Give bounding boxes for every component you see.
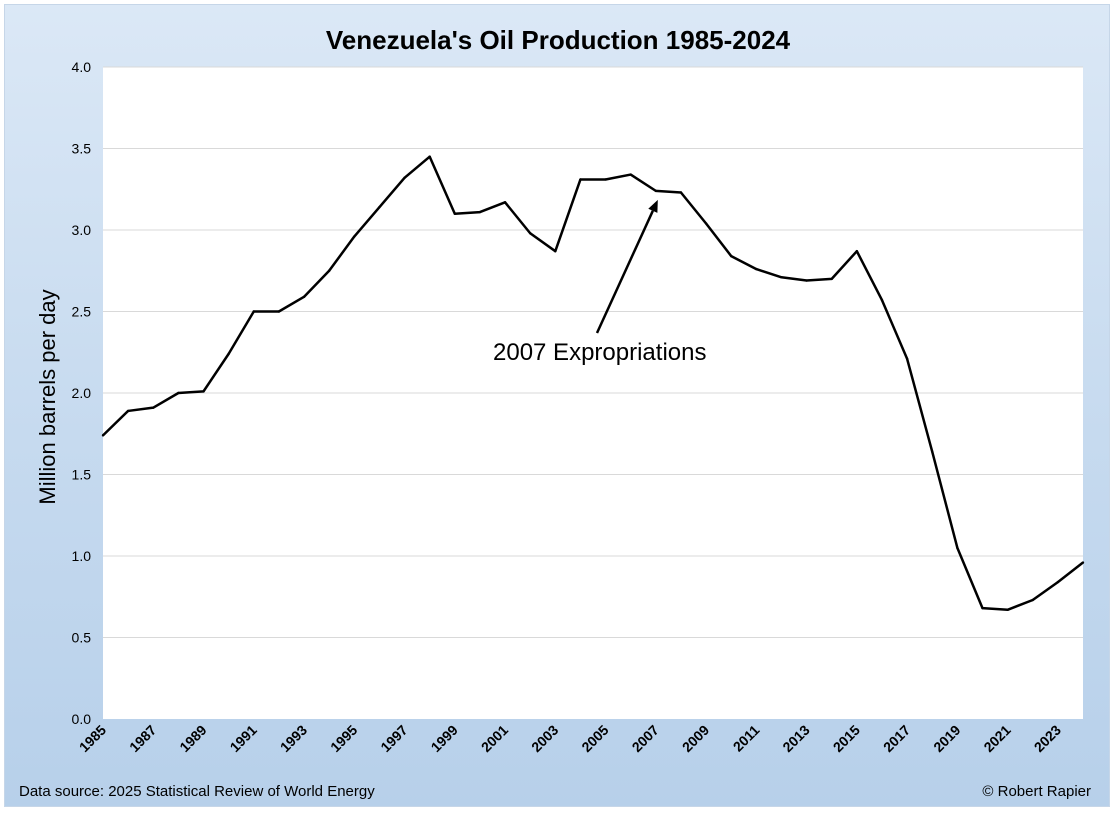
data-point (177, 391, 180, 395)
data-point (755, 267, 758, 271)
x-tick-label: 1989 (176, 722, 209, 755)
data-point (880, 298, 884, 302)
x-tick-label: 2019 (930, 722, 963, 755)
y-tick-label: 0.0 (72, 711, 92, 727)
annotation-label: 2007 Expropriations (493, 339, 706, 366)
data-point (528, 232, 532, 235)
data-point (1056, 580, 1060, 584)
data-point (931, 450, 934, 453)
data-point (453, 212, 456, 215)
data-point (629, 173, 632, 176)
data-point (855, 249, 859, 253)
data-point (905, 357, 909, 360)
data-point (478, 210, 482, 214)
y-tick-label: 4.0 (72, 59, 92, 75)
data-point (302, 295, 306, 299)
data-point (704, 222, 708, 225)
data-point (252, 310, 255, 313)
data-point (805, 279, 808, 282)
x-tick-label: 2023 (1031, 722, 1064, 755)
data-point (554, 249, 557, 253)
data-point (353, 235, 356, 238)
copyright-credit: © Robert Rapier (982, 783, 1091, 800)
gridlines (103, 66, 1083, 638)
annotation-arrow-line (595, 210, 654, 334)
data-point (101, 434, 105, 437)
line-chart: Venezuela's Oil Production 1985-2024 0.0… (19, 25, 1091, 800)
data-point (152, 406, 155, 409)
x-tick-label: 2005 (578, 722, 611, 755)
x-tick-label: 2009 (679, 722, 712, 755)
chart-title: Venezuela's Oil Production 1985-2024 (326, 25, 791, 55)
data-point (956, 546, 959, 550)
x-tick-label: 2011 (730, 722, 763, 755)
data-point (403, 176, 406, 180)
y-tick-label: 3.5 (72, 141, 92, 157)
production-line (102, 155, 1084, 612)
x-tick-label: 1997 (377, 722, 410, 755)
annotation-arrow-head (648, 199, 658, 213)
x-tick-label: 1999 (428, 722, 461, 755)
data-point (503, 201, 507, 204)
x-tick-label: 2013 (779, 722, 812, 755)
series-layer (101, 155, 1085, 612)
data-point (730, 254, 733, 258)
data-point (227, 352, 230, 356)
x-tick-label: 2003 (528, 722, 561, 755)
data-point (981, 606, 984, 610)
data-point (1081, 561, 1085, 564)
data-point (1006, 608, 1009, 611)
x-tick-label: 2007 (629, 722, 662, 755)
x-tick-label: 2021 (980, 722, 1013, 755)
y-tick-label: 1.5 (72, 467, 92, 483)
y-tick-label: 2.0 (72, 385, 92, 401)
x-tick-label: 1987 (126, 722, 159, 755)
data-point (579, 178, 582, 181)
data-point (780, 276, 783, 279)
x-tick-label: 1995 (327, 722, 360, 755)
data-point (604, 178, 607, 181)
data-point (830, 277, 833, 281)
data-point (1031, 598, 1034, 602)
x-axis-tick-labels: 1985 1987 1989 1991 1993 1995 1997 1999 2001 2003… (76, 722, 1064, 755)
data-source-note: Data source: 2025 Statistical Review of … (19, 783, 375, 800)
y-tick-label: 3.0 (72, 222, 92, 238)
chart-frame: Venezuela's Oil Production 1985-2024 0.0… (4, 4, 1110, 807)
data-point (327, 269, 331, 272)
y-axis-label: Million barrels per day (35, 289, 60, 504)
x-tick-label: 2015 (830, 722, 863, 755)
y-tick-label: 2.5 (72, 304, 92, 320)
data-point (428, 155, 431, 158)
y-tick-label: 0.5 (72, 630, 92, 646)
x-tick-label: 1991 (227, 722, 260, 755)
data-point (202, 390, 205, 393)
annotation-layer: 2007 Expropriations (493, 199, 706, 366)
data-point (654, 189, 658, 193)
data-point (679, 191, 683, 194)
x-tick-label: 2017 (880, 722, 913, 755)
x-tick-label: 1993 (277, 722, 310, 755)
y-tick-label: 1.0 (72, 548, 92, 564)
data-point (378, 205, 381, 209)
y-axis-tick-labels: 0.0 0.5 1.0 1.5 2.0 2.5 3.0 3.5 4.0 (72, 59, 92, 727)
data-point (277, 310, 281, 313)
data-point (126, 409, 130, 413)
x-tick-label: 2001 (478, 722, 511, 755)
